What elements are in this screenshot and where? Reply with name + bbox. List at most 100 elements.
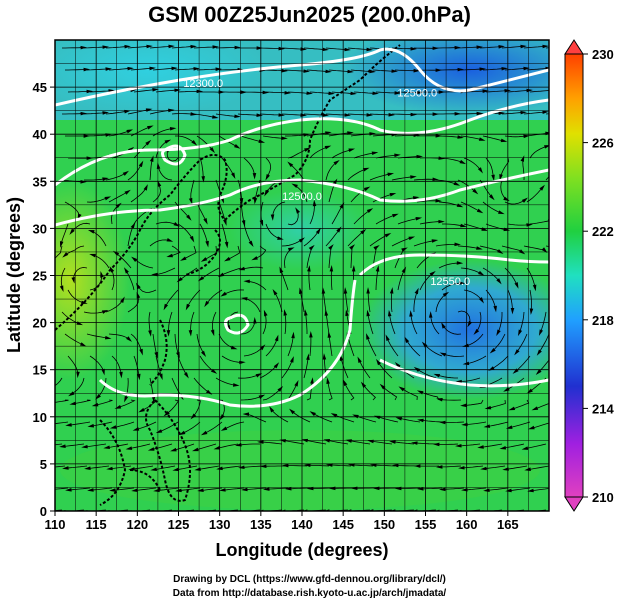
streamline bbox=[459, 443, 481, 447]
streamline bbox=[242, 266, 264, 270]
streamline bbox=[306, 381, 313, 401]
streamline bbox=[371, 440, 393, 445]
streamline bbox=[284, 313, 287, 335]
streamline bbox=[262, 135, 284, 139]
streamline-arrowhead bbox=[170, 447, 177, 452]
streamline bbox=[485, 157, 494, 178]
streamline-arrowhead bbox=[126, 129, 134, 134]
streamline bbox=[460, 201, 480, 212]
streamline-arrowhead bbox=[166, 330, 171, 337]
streamline bbox=[265, 91, 288, 94]
streamline bbox=[155, 89, 177, 93]
streamline-arrowhead bbox=[263, 309, 268, 317]
x-tick-label: 145 bbox=[332, 517, 354, 532]
streamline-arrowhead bbox=[528, 425, 535, 430]
streamline bbox=[439, 398, 462, 401]
streamline bbox=[254, 245, 267, 260]
streamline-arrowhead bbox=[123, 267, 129, 274]
streamline-arrowhead bbox=[388, 113, 395, 117]
streamline-arrowhead bbox=[454, 45, 461, 50]
streamline-arrowhead bbox=[81, 444, 88, 449]
streamline bbox=[97, 377, 107, 398]
streamline-arrowhead bbox=[265, 173, 270, 181]
streamline bbox=[328, 335, 333, 357]
streamline bbox=[397, 91, 420, 93]
streamline bbox=[391, 176, 413, 181]
streamline-arrowhead bbox=[439, 487, 446, 492]
streamline bbox=[165, 289, 179, 307]
streamline-arrowhead bbox=[253, 317, 257, 324]
streamline-arrowhead bbox=[404, 336, 410, 344]
streamline bbox=[420, 487, 443, 490]
streamline-arrowhead bbox=[457, 67, 464, 72]
streamline bbox=[312, 412, 333, 423]
streamline bbox=[284, 69, 307, 72]
streamline-arrowhead bbox=[101, 310, 109, 314]
streamline-arrowhead bbox=[241, 220, 246, 227]
streamline bbox=[83, 311, 105, 314]
streamline bbox=[463, 157, 482, 171]
streamline bbox=[375, 154, 397, 159]
streamline bbox=[110, 465, 132, 470]
streamline bbox=[398, 487, 421, 489]
streamline bbox=[67, 91, 90, 93]
streamline bbox=[482, 68, 505, 71]
streamline-arrowhead bbox=[429, 270, 436, 277]
streamline bbox=[488, 399, 506, 409]
streamline bbox=[89, 274, 102, 291]
streamline-arrowhead bbox=[312, 199, 317, 207]
streamline bbox=[86, 333, 108, 339]
y-tick-label: 20 bbox=[33, 316, 47, 331]
streamline-arrowhead bbox=[289, 356, 294, 363]
streamline bbox=[196, 201, 207, 222]
streamline-arrowhead bbox=[349, 244, 356, 250]
streamline bbox=[111, 355, 122, 375]
streamline-arrowhead bbox=[146, 44, 153, 49]
streamline-arrowhead bbox=[347, 69, 354, 74]
streamline bbox=[375, 269, 379, 291]
streamline-arrowhead bbox=[357, 356, 362, 364]
streamline-arrowhead bbox=[505, 488, 512, 493]
streamline bbox=[430, 315, 440, 335]
streamline-arrowhead bbox=[480, 466, 487, 471]
streamline-arrowhead bbox=[104, 335, 112, 340]
streamline-arrowhead bbox=[156, 162, 161, 169]
streamline-arrowhead bbox=[389, 440, 396, 444]
height-contours bbox=[55, 47, 549, 408]
streamline bbox=[218, 399, 225, 418]
streamline bbox=[95, 399, 113, 406]
streamline-arrowhead bbox=[62, 252, 69, 258]
streamline-arrowhead bbox=[155, 429, 163, 434]
streamline-arrowhead bbox=[125, 446, 133, 450]
streamline-arrowhead bbox=[80, 179, 87, 184]
streamline bbox=[459, 377, 481, 382]
streamline-arrowhead bbox=[392, 213, 399, 218]
streamline bbox=[460, 135, 482, 141]
streamline-arrowhead bbox=[435, 198, 442, 203]
streamline-arrowhead bbox=[197, 488, 204, 492]
streamline bbox=[391, 237, 412, 247]
streamline bbox=[306, 69, 328, 72]
streamline bbox=[460, 267, 482, 274]
streamline bbox=[259, 365, 277, 379]
streamline-arrowhead bbox=[169, 126, 177, 131]
streamline-arrowhead bbox=[323, 439, 331, 443]
streamline-arrowhead bbox=[306, 91, 313, 95]
streamline-arrowhead bbox=[248, 240, 254, 247]
streamline-arrowhead bbox=[483, 488, 490, 492]
streamline bbox=[259, 113, 282, 116]
streamline-arrowhead bbox=[414, 464, 421, 468]
streamline bbox=[438, 262, 460, 269]
streamline bbox=[350, 246, 353, 269]
streamline-arrowhead bbox=[376, 358, 382, 366]
streamline bbox=[196, 135, 213, 151]
streamline bbox=[86, 68, 109, 71]
streamline-arrowhead bbox=[457, 135, 464, 139]
streamline-arrowhead bbox=[210, 329, 215, 337]
streamline-arrowhead bbox=[501, 66, 508, 71]
streamline bbox=[288, 487, 311, 490]
streamline-arrowhead bbox=[484, 405, 492, 410]
y-tick-label: 45 bbox=[33, 80, 47, 95]
streamline bbox=[523, 245, 545, 251]
streamline bbox=[507, 289, 513, 311]
